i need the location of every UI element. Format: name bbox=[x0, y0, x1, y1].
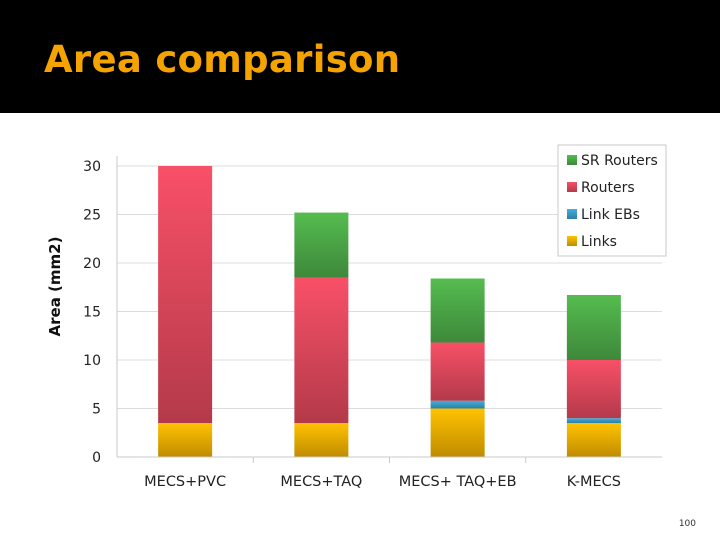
bar-k-mecs-link-ebs bbox=[566, 418, 621, 424]
y-tick-label: 30 bbox=[83, 159, 101, 175]
x-tick-label: K-MECS bbox=[567, 474, 621, 490]
y-axis-label: Area (mm2) bbox=[46, 237, 64, 337]
bar-k-mecs-routers bbox=[566, 360, 621, 419]
title-bar bbox=[0, 0, 720, 113]
bar-mecs-taq-routers bbox=[294, 277, 349, 424]
legend-swatch-sr-routers bbox=[567, 155, 577, 165]
bar-mecs-taq-eb-links bbox=[430, 408, 485, 457]
bar-mecs-pvc-links bbox=[158, 423, 213, 457]
legend-label-link-ebs: Link EBs bbox=[581, 207, 640, 223]
bar-mecs-taq-eb-sr-routers bbox=[430, 278, 485, 343]
slide-title: Area comparison bbox=[44, 38, 401, 81]
legend-swatch-link-ebs bbox=[567, 209, 577, 219]
bar-mecs-taq-links bbox=[294, 423, 349, 457]
bar-mecs-taq-eb-routers bbox=[430, 342, 485, 401]
bar-mecs-pvc-routers bbox=[158, 166, 213, 424]
legend-label-routers: Routers bbox=[581, 180, 635, 196]
x-tick-label: MECS+PVC bbox=[144, 474, 226, 490]
x-tick-label: MECS+TAQ bbox=[280, 474, 362, 490]
legend: SR Routers Routers Link EBs Links bbox=[557, 144, 667, 257]
x-tick-label: MECS+ TAQ+EB bbox=[399, 474, 517, 490]
y-tick-label: 10 bbox=[83, 353, 101, 369]
y-tick-label: 5 bbox=[92, 402, 101, 418]
bar-mecs-taq-eb-link-ebs bbox=[430, 400, 485, 409]
bar-k-mecs-sr-routers bbox=[566, 295, 621, 360]
legend-swatch-links bbox=[567, 236, 577, 246]
legend-label-links: Links bbox=[581, 234, 617, 250]
axis-layer: 0 5 10 15 20 25 30 Area (mm2) MECS+PVC MECS+TAQ ME… bbox=[46, 156, 662, 490]
bar-mecs-taq-sr-routers bbox=[294, 212, 349, 278]
page-number: 100 bbox=[678, 519, 696, 529]
legend-swatch-routers bbox=[567, 182, 577, 192]
bar-layer bbox=[158, 166, 621, 457]
y-tick-label: 20 bbox=[83, 256, 101, 272]
legend-label-sr-routers: SR Routers bbox=[581, 153, 658, 169]
y-tick-label: 25 bbox=[83, 208, 101, 224]
y-tick-label: 15 bbox=[83, 305, 101, 321]
y-tick-label: 0 bbox=[92, 450, 101, 466]
bar-k-mecs-links bbox=[566, 423, 621, 457]
